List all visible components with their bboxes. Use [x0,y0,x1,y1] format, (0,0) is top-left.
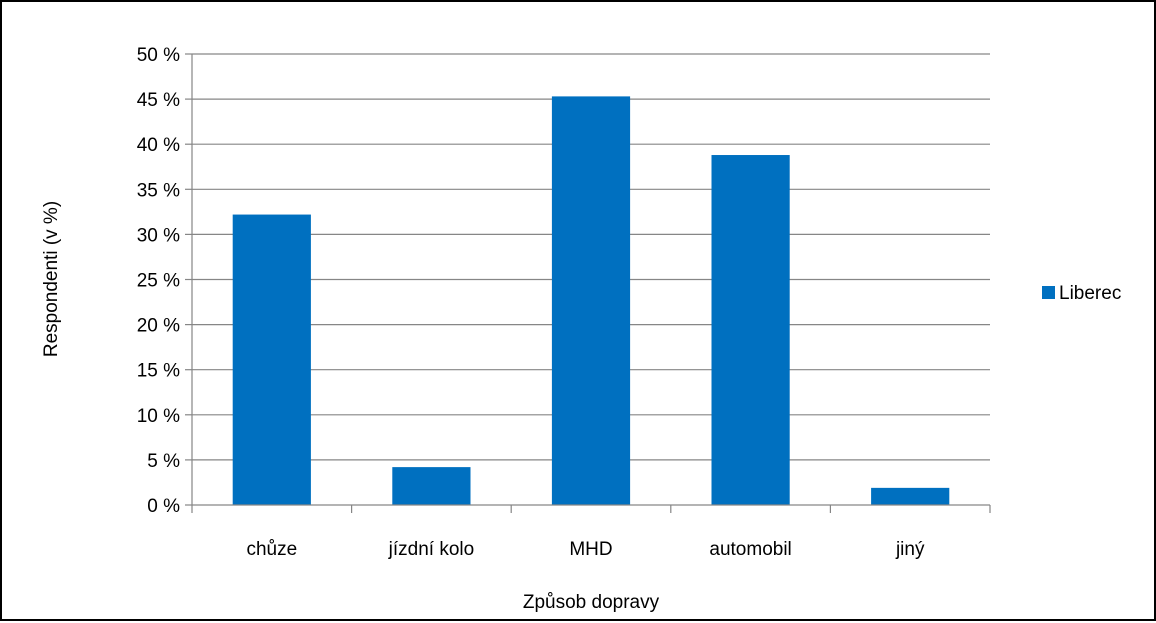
y-tick-label: 45 % [137,90,180,111]
y-tick-label: 35 % [137,180,180,201]
bar [392,467,471,505]
legend-label-liberec: Liberec [1059,283,1121,304]
x-tick-label: MHD [569,539,612,560]
x-tick-label: automobil [709,539,791,560]
y-tick-label: 25 % [137,271,180,292]
x-tick-label: jiný [895,539,925,560]
axes [191,54,991,513]
x-tick-labels: chůze jízdní kolo MHD automobil jiný [246,539,925,560]
y-tick-label: 40 % [137,135,180,156]
y-tick-labels: 0 % 5 % 10 % 15 % 20 % 25 % 30 % 35 % 40 % 45 % 50… [137,45,180,517]
x-tick-label: jízdní kolo [388,539,475,560]
x-tick-label: chůze [246,539,297,560]
y-tick-label: 0 % [147,496,180,517]
bars [232,96,950,506]
y-tick-label: 10 % [137,406,180,427]
y-tick-label: 50 % [137,45,180,66]
legend: Liberec [1042,283,1121,304]
y-axis-title: Respondenti (v %) [41,201,62,357]
y-tick-label: 30 % [137,225,180,246]
bar [711,155,790,506]
y-tick-label: 15 % [137,361,180,382]
bar [232,214,311,505]
bar [551,96,631,506]
x-axis-title: Způsob dopravy [523,592,660,613]
y-tick-label: 20 % [137,316,180,337]
y-tick-label: 5 % [147,451,180,472]
bar [871,487,950,505]
legend-swatch-liberec [1042,286,1055,299]
